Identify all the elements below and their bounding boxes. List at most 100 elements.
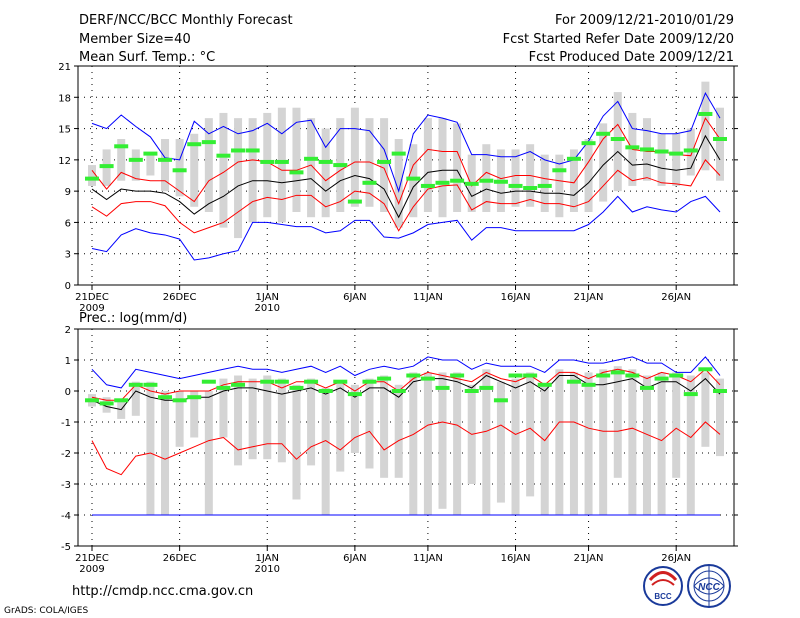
x-tick-label: 26JAN bbox=[661, 553, 691, 564]
green-mark bbox=[654, 149, 669, 154]
ensemble-box bbox=[599, 123, 608, 202]
green-mark bbox=[391, 389, 406, 393]
x-tick-label: 1JAN bbox=[256, 292, 279, 303]
x-tick-year: 2010 bbox=[255, 564, 280, 575]
green-mark bbox=[347, 199, 362, 204]
green-mark bbox=[683, 392, 698, 397]
green-mark bbox=[333, 163, 348, 168]
green-mark bbox=[435, 180, 450, 185]
ensemble-box bbox=[672, 133, 681, 186]
green-mark bbox=[493, 398, 508, 403]
x-tick-label: 1JAN bbox=[256, 553, 279, 564]
y-tick-label: 15 bbox=[58, 125, 71, 136]
green-mark bbox=[464, 389, 479, 393]
green-mark bbox=[669, 373, 684, 378]
y-tick-label: 9 bbox=[65, 187, 71, 198]
ensemble-box bbox=[321, 128, 330, 218]
ensemble-box bbox=[526, 372, 535, 497]
ensemble-box bbox=[584, 372, 593, 515]
series-mean-line bbox=[91, 374, 721, 411]
series-min-line bbox=[91, 195, 721, 261]
y-tick-label: 0 bbox=[65, 281, 71, 292]
green-mark bbox=[85, 176, 99, 181]
grads-credit: GrADS: COLA/IGES bbox=[4, 606, 88, 616]
green-mark bbox=[187, 142, 202, 147]
ensemble-box bbox=[175, 391, 184, 447]
green-mark bbox=[625, 373, 640, 378]
green-mark bbox=[274, 379, 289, 384]
y-tick-label: 2 bbox=[65, 325, 71, 336]
green-mark bbox=[85, 398, 99, 403]
green-mark bbox=[304, 156, 319, 161]
fcst-started: Fcst Started Refer Date 2009/12/20 bbox=[503, 32, 734, 47]
green-mark bbox=[464, 181, 479, 186]
ensemble-box bbox=[642, 375, 651, 515]
series-max-line bbox=[91, 356, 721, 389]
ensemble-box bbox=[175, 139, 184, 197]
y-tick-label: -4 bbox=[61, 511, 71, 522]
ensemble-box bbox=[394, 139, 403, 228]
ensemble-box bbox=[117, 139, 126, 181]
green-mark bbox=[552, 168, 567, 173]
green-mark bbox=[114, 144, 129, 149]
green-mark bbox=[523, 186, 538, 191]
ncc-logo-text: NCC bbox=[698, 582, 720, 593]
green-mark bbox=[231, 382, 246, 387]
ensemble-box bbox=[716, 378, 724, 457]
green-mark bbox=[493, 179, 508, 184]
ensemble-box bbox=[453, 372, 462, 515]
plot-frame bbox=[77, 328, 735, 547]
green-mark bbox=[654, 376, 669, 381]
green-mark bbox=[479, 385, 494, 390]
green-mark bbox=[216, 153, 231, 158]
green-mark bbox=[581, 141, 596, 146]
green-mark bbox=[172, 398, 187, 403]
series-mean-line bbox=[91, 134, 721, 219]
green-mark bbox=[581, 382, 596, 387]
ensemble-box bbox=[394, 384, 403, 478]
green-mark bbox=[639, 147, 654, 152]
green-mark bbox=[99, 164, 114, 169]
green-mark bbox=[333, 379, 348, 384]
green-mark bbox=[669, 151, 684, 156]
green-mark bbox=[172, 168, 187, 173]
green-mark bbox=[435, 385, 450, 390]
ensemble-box bbox=[336, 381, 345, 472]
series-lower-line bbox=[91, 159, 721, 234]
ensemble-box bbox=[453, 123, 462, 212]
green-mark bbox=[610, 137, 625, 141]
green-mark bbox=[158, 395, 173, 400]
ensemble-box bbox=[350, 384, 359, 453]
ensemble-box bbox=[277, 378, 286, 463]
ensemble-box bbox=[234, 375, 243, 466]
series-max-line bbox=[91, 91, 721, 193]
y-tick-label: 21 bbox=[58, 62, 71, 73]
ensemble-box bbox=[701, 81, 710, 171]
green-mark bbox=[143, 151, 158, 156]
green-mark bbox=[713, 389, 727, 393]
ensemble-box bbox=[569, 372, 578, 515]
series-upper-line bbox=[91, 117, 721, 206]
green-mark bbox=[377, 376, 392, 381]
y-tick-label: -2 bbox=[61, 449, 71, 460]
ensemble-box bbox=[511, 149, 520, 207]
green-mark bbox=[201, 140, 216, 145]
green-mark bbox=[216, 385, 231, 390]
green-mark bbox=[99, 401, 114, 406]
ensemble-box bbox=[657, 133, 666, 186]
green-mark bbox=[713, 137, 727, 141]
green-mark bbox=[566, 379, 581, 384]
green-mark bbox=[362, 379, 377, 384]
ensemble-box bbox=[321, 387, 330, 515]
green-mark bbox=[596, 373, 611, 378]
ensemble-box bbox=[482, 369, 491, 515]
green-mark bbox=[450, 178, 465, 183]
ensemble-box bbox=[380, 375, 389, 478]
green-mark bbox=[610, 370, 625, 375]
ncc-logo: NCC bbox=[687, 564, 731, 608]
green-mark bbox=[231, 148, 246, 153]
ensemble-box bbox=[628, 369, 637, 515]
ensemble-box bbox=[161, 391, 170, 515]
green-mark bbox=[158, 157, 173, 162]
